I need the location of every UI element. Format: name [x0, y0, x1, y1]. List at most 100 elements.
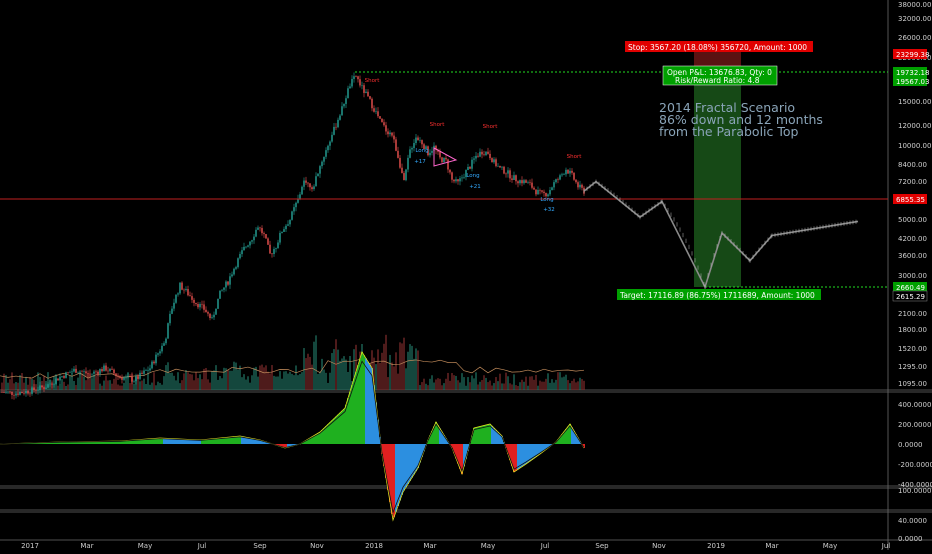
macd-histogram-bar [393, 444, 395, 517]
candle-body [205, 310, 206, 312]
candle-body [135, 376, 136, 381]
macd-histogram-bar [395, 444, 397, 512]
candle-body [443, 158, 444, 162]
candle-body [557, 179, 558, 180]
candle-body [281, 232, 282, 233]
candle-body [351, 79, 352, 86]
volume-bar [303, 348, 305, 390]
volume-bar [397, 374, 399, 390]
volume-bar [227, 370, 229, 390]
candle-body [321, 162, 322, 166]
candle-body [77, 373, 78, 374]
candle-body [227, 282, 228, 285]
candle-body [353, 76, 354, 79]
volume-bar [267, 372, 269, 390]
candle-body [57, 378, 58, 380]
volume-bar [283, 371, 285, 390]
volume-bar [63, 382, 65, 390]
volume-bar [411, 346, 413, 390]
price-tick-label: 26000.00 [898, 34, 931, 42]
candle-body [39, 385, 40, 390]
volume-bar [199, 374, 201, 390]
candle-body [163, 343, 164, 346]
volume-bar [523, 382, 525, 390]
volume-bar [15, 382, 17, 390]
candle-body [487, 152, 488, 154]
volume-bar [317, 374, 319, 390]
candle-body [441, 157, 442, 162]
volume-bar [159, 383, 161, 390]
volume-bar [21, 373, 23, 390]
time-tick-label: 2017 [21, 542, 39, 550]
candle-body [257, 228, 258, 230]
candle-body [275, 248, 276, 249]
time-tick-label: Nov [652, 542, 666, 550]
candle-body [545, 193, 546, 196]
candle-body [439, 152, 440, 158]
volume-bar [259, 366, 261, 390]
candle-body [331, 135, 332, 142]
candle-body [485, 152, 486, 155]
candle-body [95, 372, 96, 373]
candle-body [311, 187, 312, 189]
candle-body [165, 339, 166, 344]
macd-histogram-bar [477, 427, 479, 444]
candle-body [347, 88, 348, 98]
volume-bar [347, 372, 349, 390]
volume-bar [275, 377, 277, 390]
candle-body [369, 96, 370, 99]
volume-bar [519, 382, 521, 390]
candle-body [503, 167, 504, 174]
volume-bar [337, 350, 339, 390]
signal-label: Short [365, 78, 381, 84]
candle-body [119, 376, 120, 378]
volume-bar [69, 375, 71, 390]
candle-body [97, 372, 98, 374]
candle-body [25, 391, 26, 394]
volume-bar [23, 383, 25, 390]
volume-bar [245, 380, 247, 390]
volume-bar [387, 377, 389, 390]
macd-histogram-bar [331, 420, 333, 444]
candle-body [345, 98, 346, 104]
candle-body [79, 372, 80, 373]
macd-histogram-bar [365, 358, 367, 444]
price-badge: 19732.18 [896, 69, 929, 77]
candle-body [237, 258, 238, 267]
volume-bar [77, 378, 79, 390]
macd-histogram-bar [355, 372, 357, 444]
volume-bar [567, 380, 569, 390]
volume-bar [521, 380, 523, 390]
volume-bar [109, 380, 111, 390]
panel4-tick-label: 40.0000 [898, 517, 927, 525]
candle-body [505, 174, 506, 175]
candle-body [447, 159, 448, 169]
volume-bar [197, 378, 199, 390]
volume-bar [581, 379, 583, 390]
candle-body [307, 183, 308, 184]
volume-bar [115, 376, 117, 390]
candle-body [395, 139, 396, 150]
candle-body [317, 174, 318, 177]
candle-body [535, 189, 536, 194]
panel3-tick-label: 100.0000 [898, 487, 931, 495]
volume-bar [439, 379, 441, 390]
volume-bar [235, 363, 237, 390]
volume-bar [555, 380, 557, 390]
candle-body [525, 180, 526, 183]
volume-bar [73, 381, 75, 390]
candle-body [479, 152, 480, 157]
candle-body [217, 299, 218, 309]
candle-body [65, 372, 66, 378]
candle-body [201, 304, 202, 305]
volume-bar [293, 375, 295, 390]
candle-body [89, 374, 90, 375]
volume-bar [11, 372, 13, 390]
candle-body [191, 296, 192, 300]
volume-bar [255, 367, 257, 390]
candle-body [125, 377, 126, 378]
volume-bar [485, 378, 487, 390]
candle-body [243, 247, 244, 250]
volume-bar [537, 386, 539, 390]
